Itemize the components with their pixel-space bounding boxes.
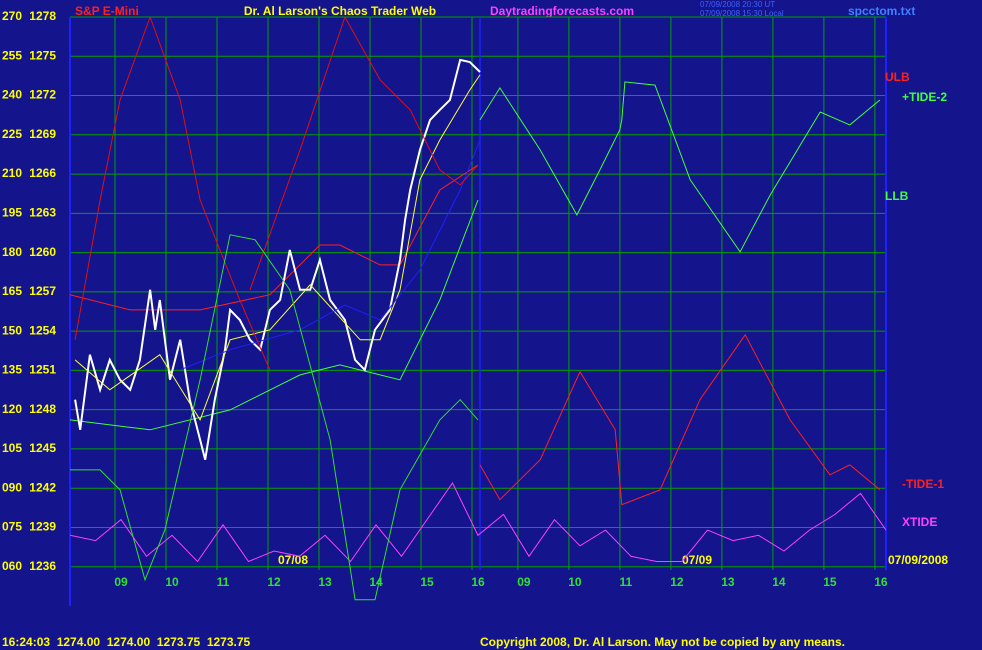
series-line [74,17,271,371]
legend-label: +TIDE-2 [902,90,947,104]
x-tick-label: 14 [369,575,383,589]
y2-tick-label: 1257 [29,284,56,298]
chart-title: Dr. Al Larson's Chaos Trader Web [244,4,436,18]
x-tick-label: 10 [165,575,179,589]
website: Daytradingforecasts.com [490,4,634,18]
series-line [74,58,481,460]
y2-tick-label: 1275 [29,48,56,62]
y2-tick-label: 1260 [29,245,56,259]
date-label: 07/09 [682,553,712,567]
timestamp: 07/09/2008 20:30 UT [700,0,775,9]
y2-tick-label: 1239 [29,520,56,534]
y-tick-label: 090 [2,480,22,494]
y-tick-label: 120 [2,402,22,416]
series-line [479,333,881,506]
y2-tick-label: 1251 [29,363,56,377]
x-tick-label: 09 [114,575,128,589]
series-line [70,199,479,431]
x-tick-label: 15 [420,575,434,589]
y-tick-label: 075 [2,520,22,534]
x-tick-label: 16 [874,575,888,589]
y2-tick-label: 1272 [29,88,56,102]
y2-tick-label: 1245 [29,441,56,455]
x-tick-label: 11 [620,575,633,589]
series-line [249,17,479,290]
y-tick-label: 240 [2,88,22,102]
legend-label: LLB [885,189,909,203]
y-tick-label: 060 [2,559,22,573]
y-tick-label: 165 [2,284,22,298]
y2-tick-label: 1242 [29,480,56,494]
y2-tick-label: 1263 [29,206,56,220]
legend-label: -TIDE-1 [902,477,944,491]
x-tick-label: 16 [471,575,485,589]
legend-label: XTIDE [902,515,937,529]
x-tick-label: 14 [772,575,786,589]
symbol: S&P E-Mini [75,4,139,18]
x-tick-label: 09 [517,575,531,589]
y-tick-label: 195 [2,206,22,220]
quote: 16:24:03 1274.00 1274.00 1273.75 1273.75 [2,635,251,649]
y-tick-label: 150 [2,323,22,337]
y2-tick-label: 1278 [29,9,56,23]
y2-tick-label: 1254 [29,323,56,337]
x-tick-label: 13 [721,575,735,589]
y-tick-label: 135 [2,363,22,377]
y-tick-label: 105 [2,441,22,455]
timestamp: 07/09/2008 15:30 Local [700,9,784,18]
y-tick-label: 270 [2,9,22,23]
series-line [479,81,881,253]
y2-tick-label: 1269 [29,127,56,141]
grid [70,16,886,570]
plot [70,17,886,601]
y-tick-label: 180 [2,245,22,259]
series-line [70,164,479,311]
x-tick-label: 15 [823,575,837,589]
legend-label: ULB [885,70,910,84]
y2-tick-label: 1266 [29,166,56,180]
series-line [70,234,479,601]
y-tick-label: 255 [2,48,22,62]
y2-tick-label: 1236 [29,559,56,573]
date-label: 07/09/2008 [888,553,948,567]
x-tick-label: 13 [318,575,332,589]
x-tick-label: 12 [267,575,281,589]
series-line [70,482,886,563]
series-line [180,139,481,371]
x-tick-label: 11 [217,575,230,589]
x-tick-label: 12 [670,575,684,589]
date-label: 07/08 [278,553,308,567]
file-name: spcctom.txt [848,4,915,18]
series-line [74,74,481,422]
copyright: Copyright 2008, Dr. Al Larson. May not b… [480,635,845,649]
x-tick-label: 10 [568,575,582,589]
y2-tick-label: 1248 [29,402,56,416]
y-tick-label: 210 [2,166,22,180]
y-tick-label: 225 [2,127,22,141]
